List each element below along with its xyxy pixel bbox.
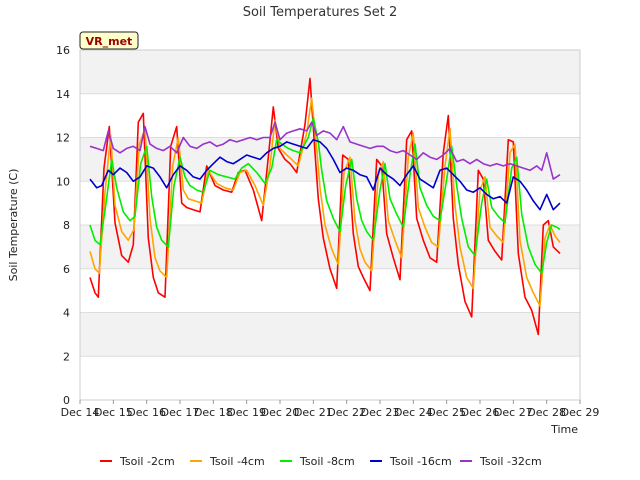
- plot-bands: [80, 50, 580, 357]
- x-tick-label: Dec 24: [394, 406, 433, 419]
- legend: Tsoil -2cm Tsoil -4cm Tsoil -8cm Tsoil -16c…: [100, 455, 542, 468]
- y-tick-label: 10: [56, 175, 70, 188]
- x-tick-label: Dec 28: [527, 406, 566, 419]
- y-tick-label: 14: [56, 88, 70, 101]
- x-tick-label: Dec 26: [461, 406, 500, 419]
- y-tick-label: 4: [63, 307, 70, 320]
- series-lines: [89, 77, 561, 336]
- plot-band: [80, 225, 580, 269]
- y-tick-labels: 0 2 4 6 8 10 12 14 16: [56, 44, 70, 407]
- chart-title: Soil Temperatures Set 2: [243, 5, 398, 20]
- y-tick-label: 0: [63, 394, 70, 407]
- y-axis-label: Soil Temperature (C): [7, 169, 20, 282]
- x-axis-label: Time: [550, 423, 578, 436]
- y-tick-label: 6: [63, 263, 70, 276]
- legend-label: Tsoil -4cm: [209, 455, 265, 468]
- x-tick-label: Dec 16: [127, 406, 166, 419]
- legend-item: Tsoil -16cm: [370, 455, 452, 468]
- series-line-tsoil-4cm: [89, 97, 561, 307]
- plot-band: [80, 50, 580, 94]
- legend-item: Tsoil -32cm: [460, 455, 542, 468]
- legend-label: Tsoil -32cm: [479, 455, 542, 468]
- legend-label: Tsoil -2cm: [119, 455, 175, 468]
- station-badge: VR_met: [79, 31, 139, 50]
- x-tick-label: Dec 15: [94, 406, 133, 419]
- y-tick-label: 8: [63, 219, 70, 232]
- y-tick-label: 2: [63, 350, 70, 363]
- legend-item: Tsoil -2cm: [100, 455, 175, 468]
- x-tick-label: Dec 22: [327, 406, 366, 419]
- x-tick-label: Dec 19: [227, 406, 266, 419]
- series-line-tsoil-2cm: [89, 77, 561, 336]
- y-tick-label: 12: [56, 132, 70, 145]
- legend-label: Tsoil -8cm: [299, 455, 355, 468]
- station-badge-box: [79, 31, 139, 50]
- x-tick-label: Dec 23: [361, 406, 400, 419]
- series-line-tsoil-16cm: [89, 138, 561, 211]
- x-tick-label: Dec 27: [494, 406, 533, 419]
- legend-item: Tsoil -4cm: [190, 455, 265, 468]
- plot-band: [80, 312, 580, 357]
- x-tick-label: Dec 21: [294, 406, 333, 419]
- x-tick-label: Dec 14: [61, 406, 100, 419]
- x-tick-label: Dec 18: [194, 406, 233, 419]
- x-tick-label: Dec 29: [561, 406, 600, 419]
- legend-item: Tsoil -8cm: [280, 455, 355, 468]
- y-tick-label: 16: [56, 44, 70, 57]
- x-tick-label: Dec 20: [261, 406, 300, 419]
- station-badge-label: VR_met: [86, 35, 133, 48]
- series-line-tsoil-32cm: [89, 121, 561, 180]
- plot-area-border: [79, 49, 581, 401]
- series-line-tsoil-8cm: [89, 117, 561, 274]
- x-tick-label: Dec 17: [161, 406, 200, 419]
- legend-label: Tsoil -16cm: [389, 455, 452, 468]
- x-tick-label: Dec 25: [427, 406, 466, 419]
- plot-band: [80, 137, 580, 182]
